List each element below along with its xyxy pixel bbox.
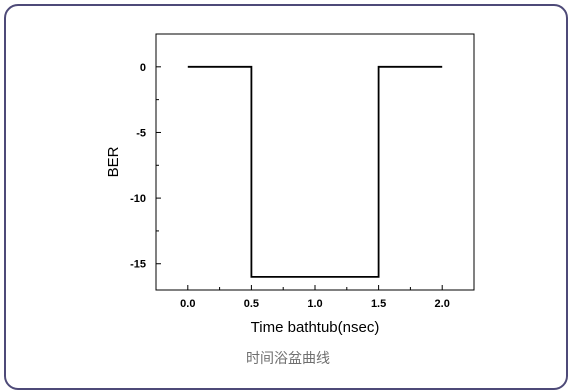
x-tick-labels: 0.0 0.5 1.0 1.5 2.0 <box>180 298 450 310</box>
x-tick-label: 1.5 <box>371 298 386 310</box>
y-tick-labels: 0 -5 -10 -15 <box>130 62 146 271</box>
x-tick-label: 0.0 <box>180 298 195 310</box>
x-axis-label: Time bathtub(nsec) <box>251 319 380 336</box>
minor-ticks <box>156 99 411 290</box>
y-tick-label: -5 <box>136 127 146 139</box>
plot-area-frame <box>155 33 475 291</box>
series-line <box>187 65 443 278</box>
y-tick-label: -15 <box>130 259 146 271</box>
y-axis-label: BER <box>105 146 122 177</box>
x-tick-label: 2.0 <box>435 298 450 310</box>
series-group <box>187 65 443 278</box>
major-ticks <box>156 66 443 290</box>
x-tick-label: 0.5 <box>244 298 259 310</box>
figure-caption: 时间浴盆曲线 <box>246 351 330 367</box>
y-tick-label: 0 <box>140 62 146 74</box>
x-tick-label: 1.0 <box>307 298 322 310</box>
y-tick-label: -10 <box>130 193 146 205</box>
